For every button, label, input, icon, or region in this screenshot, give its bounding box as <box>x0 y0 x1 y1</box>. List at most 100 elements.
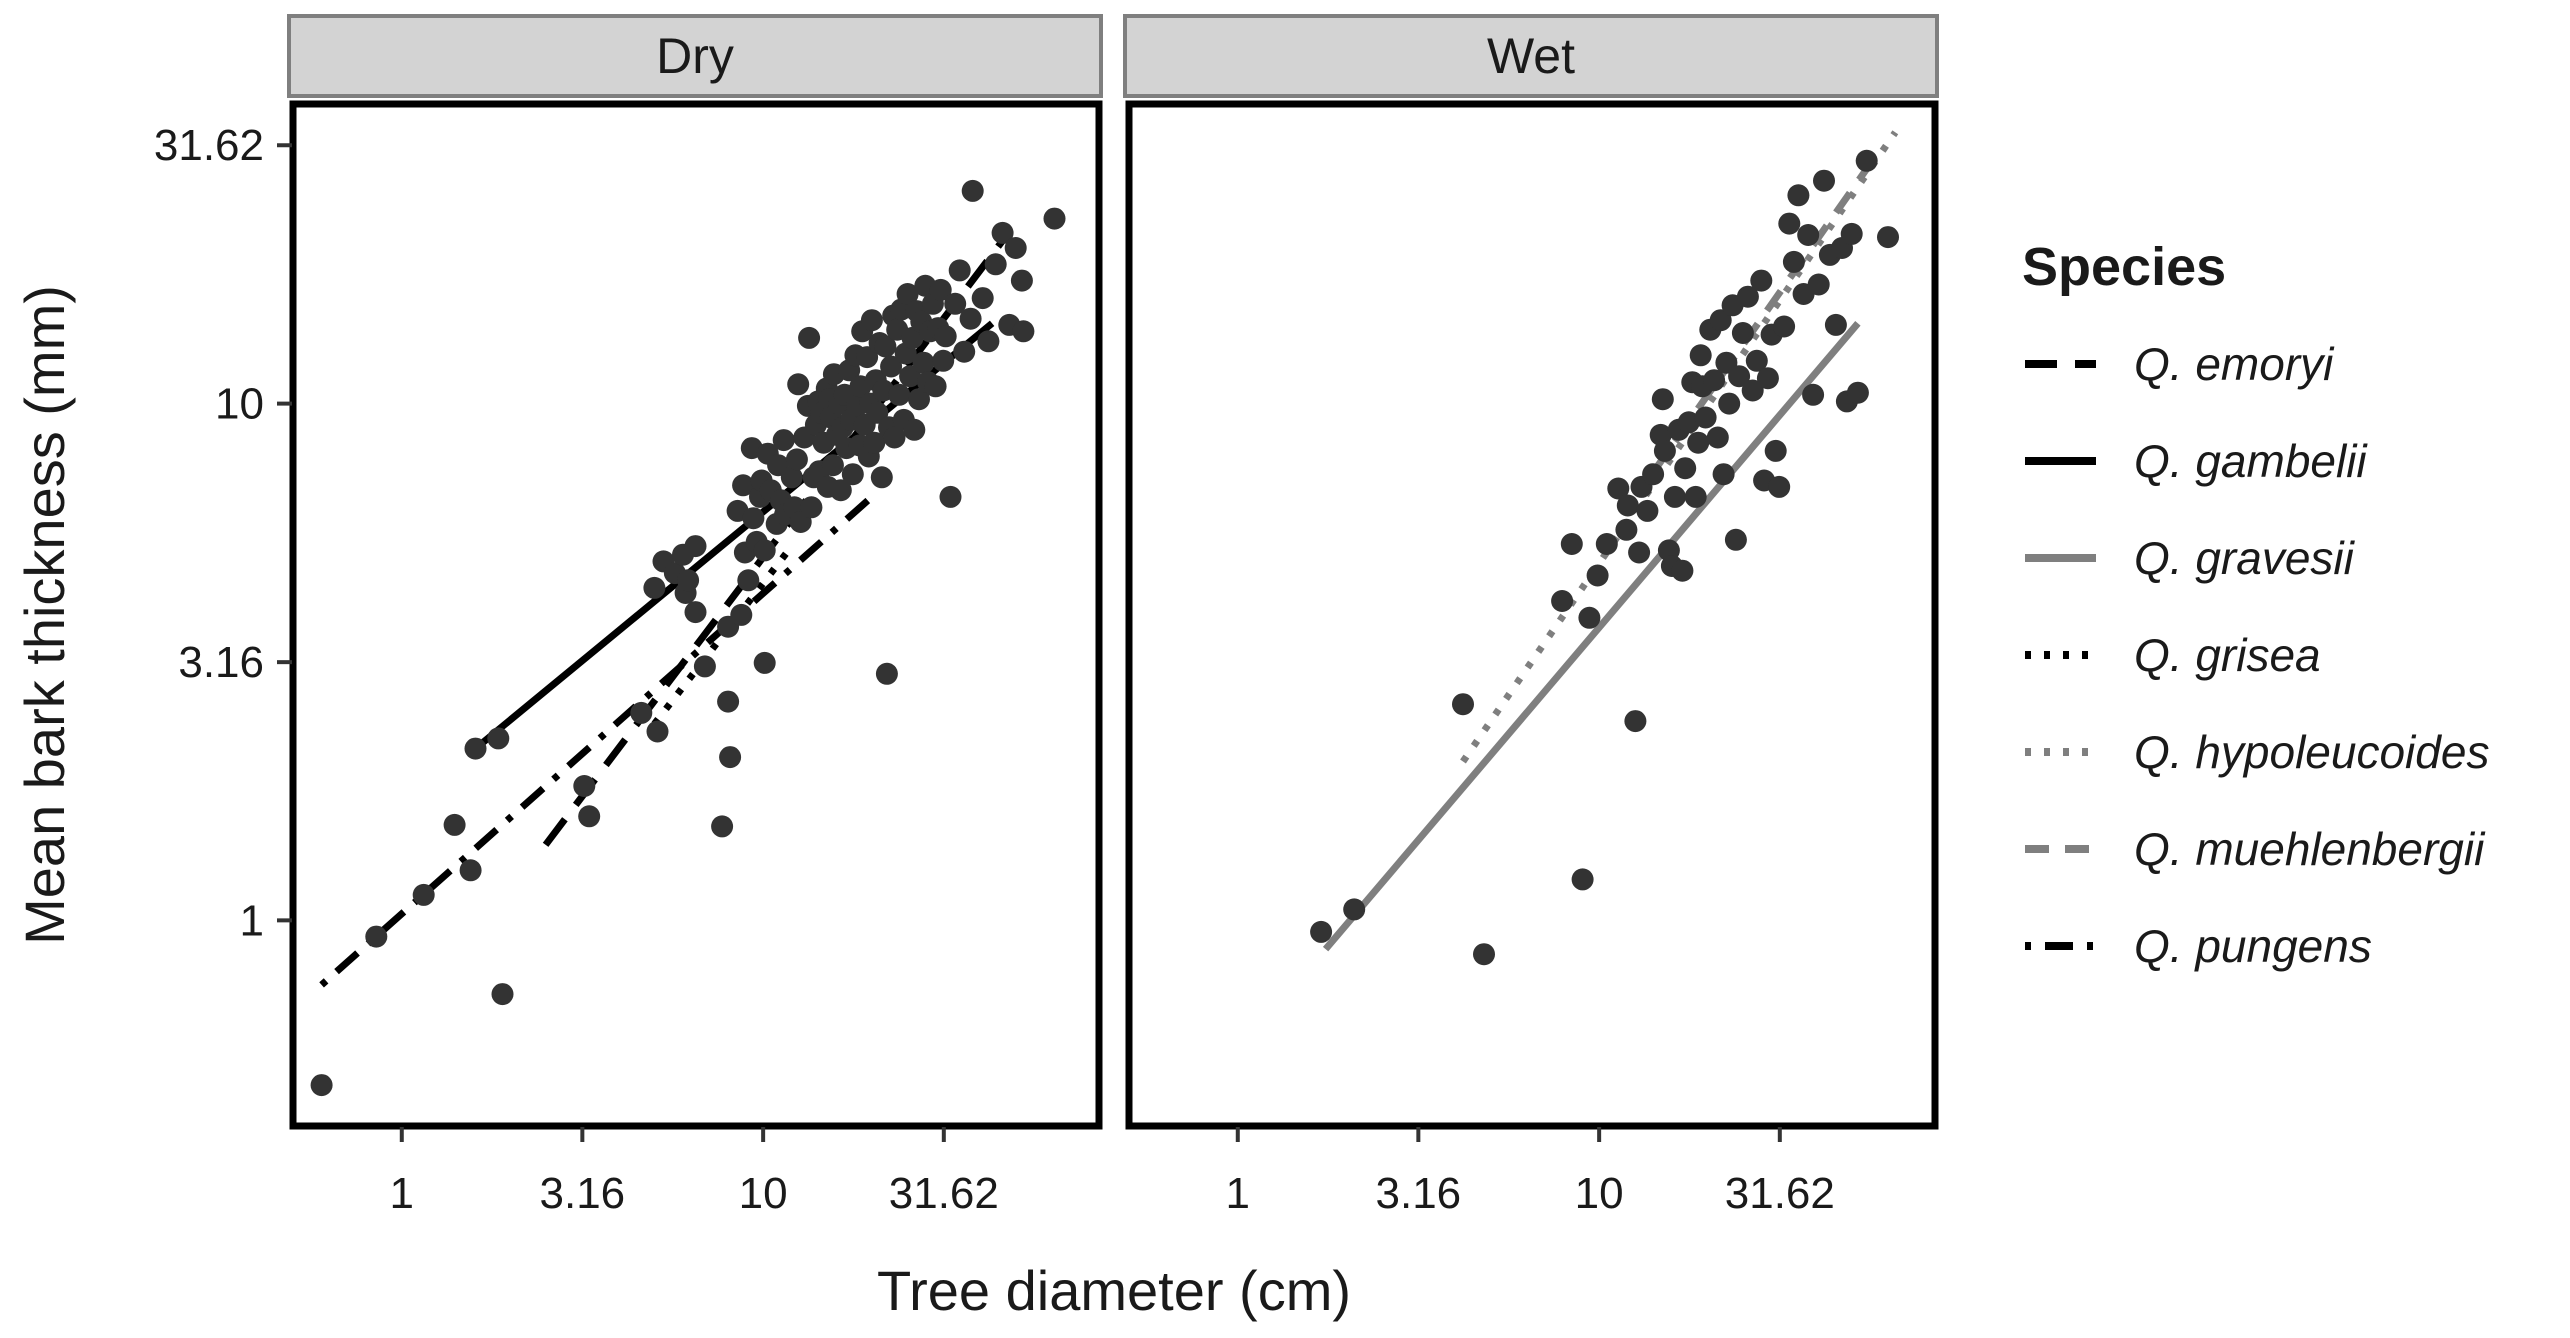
data-point <box>800 496 823 519</box>
data-point <box>1824 313 1847 336</box>
y-tick-label: 10 <box>215 380 264 429</box>
data-point <box>1671 559 1694 582</box>
data-point <box>780 466 803 489</box>
data-point <box>1624 710 1647 733</box>
legend-label: Q. muehlenbergii <box>2134 823 2486 875</box>
data-point <box>1877 226 1899 249</box>
data-point <box>932 349 955 372</box>
data-point <box>984 253 1007 276</box>
data-point <box>677 569 700 592</box>
data-point <box>573 775 596 797</box>
data-point <box>908 388 930 411</box>
data-point <box>939 485 962 508</box>
data-point <box>1802 383 1825 406</box>
data-point <box>1778 212 1801 235</box>
x-tick-label: 31.62 <box>889 1169 999 1218</box>
data-point <box>1712 463 1735 486</box>
facet-strip-wet: Wet <box>1123 14 1939 98</box>
data-point <box>1310 920 1333 943</box>
y-tick-label: 1 <box>240 896 264 945</box>
legend-label: Q. gravesii <box>2134 532 2356 584</box>
data-point <box>1012 320 1035 343</box>
data-point <box>1768 475 1791 498</box>
data-point <box>1628 541 1651 564</box>
data-point <box>753 539 776 562</box>
data-point <box>412 883 435 906</box>
legend-entry-q-hypoleucoides: Q. hypoleucoides <box>2025 726 2489 778</box>
data-point <box>646 720 669 743</box>
x-axis-wet: 1 3.16 10 31.62 <box>1226 1127 1835 1218</box>
data-point <box>1010 269 1033 292</box>
data-point <box>896 283 919 305</box>
data-point <box>1663 485 1686 508</box>
legend-entry-q-muehlenbergii: Q. muehlenbergii <box>2025 823 2486 875</box>
x-tick-label: 10 <box>1575 1169 1624 1218</box>
data-point <box>487 727 510 750</box>
data-point <box>953 340 976 363</box>
data-point <box>1846 381 1869 404</box>
data-point <box>1731 322 1754 344</box>
data-point <box>630 701 653 724</box>
data-point <box>1636 499 1659 522</box>
legend-entry-q-gambelii: Q. gambelii <box>2025 435 2368 487</box>
legend: Species Q. emoryi Q. gambelii Q. gravesii Q… <box>2022 237 2489 972</box>
data-point <box>1551 590 1574 612</box>
data-point <box>491 983 514 1006</box>
data-point <box>1813 169 1835 192</box>
data-point <box>1855 149 1878 172</box>
data-point <box>901 326 924 349</box>
y-axis: 1 3.16 10 31.62 <box>154 121 292 945</box>
data-point <box>912 351 935 374</box>
data-point <box>883 426 906 449</box>
data-point <box>365 925 388 948</box>
fit-line-q-gravesii <box>1322 321 1861 952</box>
data-point <box>730 603 753 626</box>
x-axis-title: Tree diameter (cm) <box>877 1259 1351 1322</box>
data-point <box>1560 533 1583 555</box>
data-point <box>991 221 1014 244</box>
data-point <box>1728 365 1751 388</box>
data-point <box>459 859 482 882</box>
data-point <box>737 569 760 592</box>
fit-line-q-hypoleucoides <box>1460 130 1899 764</box>
data-point <box>1694 406 1717 429</box>
data-point <box>875 662 898 685</box>
data-point <box>841 463 864 486</box>
data-point <box>717 690 740 713</box>
data-point <box>1840 222 1863 245</box>
data-point <box>1473 943 1495 966</box>
data-point <box>870 466 893 489</box>
data-point <box>948 259 971 282</box>
data-point <box>1452 693 1474 716</box>
data-point <box>977 330 1000 353</box>
y-tick-label: 31.62 <box>154 121 264 170</box>
data-point <box>934 325 957 348</box>
legend-label: Q. emoryi <box>2134 338 2335 390</box>
data-point <box>443 813 466 836</box>
data-point <box>821 454 844 477</box>
data-point <box>1724 528 1747 551</box>
data-point <box>1571 868 1594 891</box>
legend-entry-q-grisea: Q. grisea <box>2025 629 2321 681</box>
data-point <box>1745 349 1768 372</box>
data-point <box>719 746 742 769</box>
panel-dry <box>289 100 1103 1130</box>
data-point <box>1750 269 1773 292</box>
data-point <box>1677 411 1700 434</box>
data-point <box>464 737 487 760</box>
legend-label: Q. grisea <box>2134 629 2321 681</box>
fit-line-q-muehlenbergii <box>1649 155 1878 477</box>
data-point <box>1616 494 1639 517</box>
data-point <box>880 355 903 378</box>
data-point <box>1787 184 1810 207</box>
data-point <box>742 507 765 530</box>
data-point <box>1651 388 1674 411</box>
legend-label: Q. pungens <box>2134 920 2372 972</box>
data-point <box>1607 477 1630 500</box>
data-point <box>1578 606 1601 629</box>
data-point <box>1615 518 1638 541</box>
data-point <box>1653 439 1676 462</box>
legend-label: Q. hypoleucoides <box>2134 726 2489 778</box>
data-point <box>1703 369 1726 392</box>
data-point <box>1706 426 1729 449</box>
